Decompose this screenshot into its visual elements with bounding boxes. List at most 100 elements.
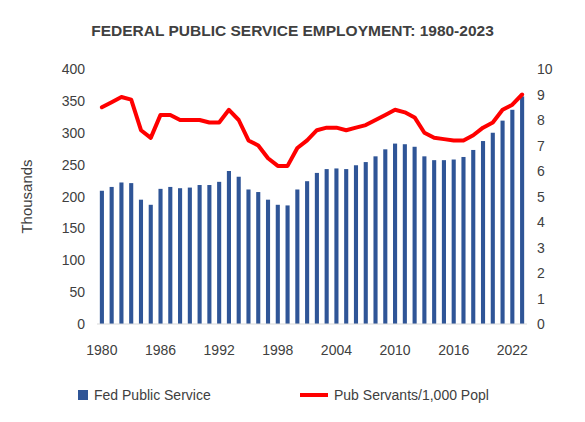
y-tick (94, 132, 97, 133)
y-tick-label: 300 (62, 125, 86, 141)
y-tick (94, 164, 97, 165)
y-tick (94, 260, 97, 261)
x-tick-label: 1998 (262, 342, 293, 358)
y-tick (94, 100, 97, 101)
y-tick (94, 228, 97, 229)
y2-tick-label: 9 (537, 87, 545, 103)
bar (344, 169, 348, 324)
bar (207, 185, 211, 324)
bar (276, 205, 280, 324)
background (0, 0, 585, 422)
bar (364, 162, 368, 324)
y2-tick-label: 6 (537, 163, 545, 179)
bar (246, 189, 250, 324)
y-tick (94, 196, 97, 197)
y2-tick-label: 5 (537, 189, 545, 205)
bar (383, 149, 387, 324)
legend-label: Pub Servants/1,000 Popl (334, 387, 489, 403)
y-tick (94, 69, 97, 70)
bar (286, 205, 290, 324)
marks (100, 95, 524, 325)
y2-tick (527, 247, 530, 248)
y-tick-label: 400 (62, 61, 86, 77)
bar (198, 185, 202, 324)
y2-tick (527, 69, 530, 70)
bar (178, 188, 182, 324)
y2-tick-label: 1 (537, 291, 545, 307)
y2-tick (527, 324, 530, 325)
x-tick-label: 1986 (145, 342, 176, 358)
y2-tick (527, 171, 530, 172)
y-tick-label: 50 (69, 284, 85, 300)
y2-tick (527, 196, 530, 197)
y2-tick (527, 298, 530, 299)
bar (168, 187, 172, 324)
x-tick-label: 1980 (86, 342, 117, 358)
y-tick-label: 200 (62, 189, 86, 205)
bar (432, 160, 436, 324)
bar (325, 169, 329, 324)
bar (139, 200, 143, 324)
bar (315, 173, 319, 324)
bar (403, 144, 407, 324)
bar (266, 200, 270, 324)
x-axis-line (97, 324, 527, 325)
bar (413, 147, 417, 324)
bar (501, 121, 505, 324)
y2-tick-label: 2 (537, 265, 545, 281)
y2-tick (527, 273, 530, 274)
bar (510, 110, 514, 324)
y-tick-label: 350 (62, 93, 86, 109)
x-tick-label: 2016 (438, 342, 469, 358)
bar (110, 187, 114, 324)
bar (520, 96, 524, 324)
bar (471, 150, 475, 324)
title: FEDERAL PUBLIC SERVICE EMPLOYMENT: 1980-… (91, 22, 494, 39)
y-tick-label: 0 (77, 316, 85, 332)
x-tick-label: 2022 (497, 342, 528, 358)
bar (119, 182, 123, 324)
y2-tick-label: 0 (537, 316, 545, 332)
bar (295, 189, 299, 324)
y2-tick-label: 8 (537, 112, 545, 128)
bar (452, 160, 456, 324)
y-tick-label: 150 (62, 220, 86, 236)
y-tick-label: 250 (62, 157, 86, 173)
bar (129, 183, 133, 324)
bar (481, 141, 485, 324)
y2-tick-label: 10 (537, 61, 553, 77)
bar (334, 168, 338, 324)
bar (305, 181, 309, 324)
bar (354, 165, 358, 324)
bar (217, 182, 221, 324)
y2-tick (527, 94, 530, 95)
bar (256, 192, 260, 324)
bar (442, 160, 446, 324)
x-tick-label: 1992 (204, 342, 235, 358)
bar (491, 133, 495, 324)
x-tick-label: 2004 (321, 342, 352, 358)
bar (461, 157, 465, 324)
line (102, 95, 522, 166)
bar (237, 177, 241, 324)
y-tick (94, 292, 97, 293)
y2-tick (527, 222, 530, 223)
bar (422, 156, 426, 324)
chart: FEDERAL PUBLIC SERVICE EMPLOYMENT: 1980-… (0, 0, 585, 422)
bar (100, 191, 104, 324)
bar (149, 205, 153, 324)
y-tick (94, 324, 97, 325)
y2-tick-label: 3 (537, 240, 545, 256)
bar (393, 144, 397, 324)
y2-tick-label: 7 (537, 138, 545, 154)
y2-tick-label: 4 (537, 214, 545, 230)
legend-swatch (78, 390, 88, 400)
y-tick-label: 100 (62, 252, 86, 268)
y2-tick (527, 120, 530, 121)
y-axis-label: Thousands (18, 159, 35, 233)
legend: Fed Public ServicePub Servants/1,000 Pop… (78, 387, 489, 403)
bar (227, 171, 231, 324)
x-tick-label: 2010 (379, 342, 410, 358)
legend-swatch (300, 393, 328, 397)
y2-tick (527, 145, 530, 146)
